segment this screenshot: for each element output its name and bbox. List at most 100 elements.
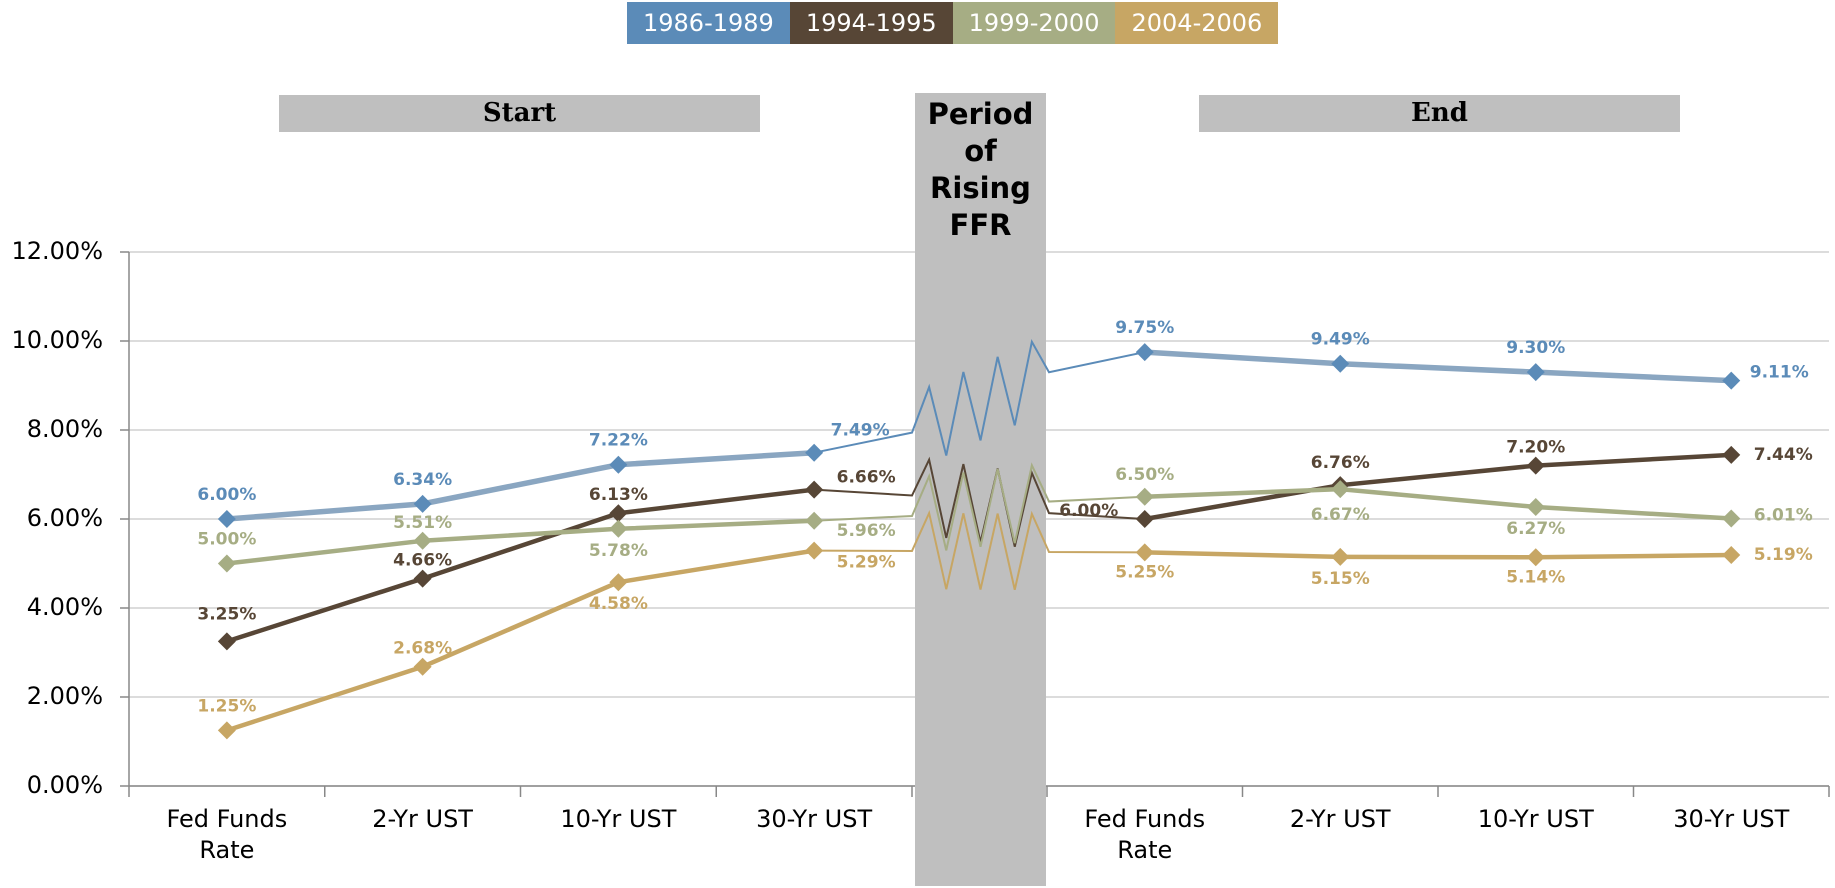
data-label: 9.49% [1311,330,1370,350]
y-tick-label: 4.00% [27,593,103,621]
data-label: 4.66% [393,551,452,571]
marker [1526,363,1545,382]
y-tick-label: 0.00% [27,771,103,799]
marker [1722,371,1741,390]
data-label: 6.00% [1059,501,1118,521]
marker [609,455,628,474]
marker [1135,510,1154,528]
data-label: 4.58% [589,594,648,614]
data-label: 7.22% [589,431,648,451]
data-label: 6.67% [1311,505,1370,525]
data-label: 6.13% [589,485,648,505]
marker [413,494,432,513]
marker [609,519,628,538]
series-line [226,487,815,644]
data-label: 6.34% [393,470,452,490]
rising-band [915,93,1046,886]
y-tick-label: 6.00% [27,504,103,532]
marker [413,569,432,588]
marker [1331,547,1350,566]
break-connector [814,462,1145,551]
data-label: 6.66% [837,468,896,488]
marker [1526,548,1545,567]
section-label: Start [279,95,760,132]
data-label: 6.00% [197,485,256,505]
data-label: 7.20% [1506,438,1565,458]
legend-entry: 1999-2000 [952,2,1116,44]
data-label: 6.27% [1506,519,1565,539]
x-tick-label: 30-Yr UST [756,805,873,833]
break-connector [813,338,1145,456]
marker [1526,456,1545,475]
band-label: Period of Rising FFR [927,97,1034,242]
series-line [1144,550,1732,560]
data-label: 5.96% [837,521,896,541]
marker [805,480,824,499]
legend-entry: 2004-2006 [1115,2,1279,44]
data-label: 7.44% [1754,445,1813,465]
series-line [226,518,815,566]
series-line [1144,452,1732,522]
legend: 1986-1989 1994-1995 1999-2000 2004-2006 [627,2,1279,44]
data-label: 9.11% [1750,363,1809,383]
marker [1331,480,1350,499]
series-line [1144,486,1732,521]
marker [805,511,824,530]
series-line [226,449,815,522]
legend-entry: 1986-1989 [627,2,790,44]
marker [1135,487,1154,506]
x-tick-label: 10-Yr UST [1477,805,1594,833]
y-tick-label: 8.00% [27,415,103,443]
data-label: 6.50% [1115,465,1174,485]
data-label: 5.29% [837,553,896,573]
y-tick-label: 10.00% [11,326,103,354]
data-label: 7.49% [831,421,890,441]
marker [217,632,236,651]
data-label: 9.30% [1506,338,1565,358]
data-label: 2.68% [393,639,452,659]
marker [805,541,824,560]
y-tick-label: 2.00% [27,682,103,710]
data-label: 5.14% [1506,567,1565,587]
data-label: 3.25% [197,604,256,624]
marker [1526,497,1545,516]
break-connector [814,509,1145,590]
marker [609,573,628,592]
data-label: 5.51% [393,513,452,533]
marker [217,721,236,740]
series-line [226,548,815,733]
marker [1722,445,1741,464]
marker [1135,343,1154,362]
x-tick-label: 10-Yr UST [560,805,677,833]
marker [609,504,628,523]
x-tick-label: 2-Yr UST [1289,805,1391,833]
data-label: 6.01% [1754,506,1813,526]
data-label: 5.78% [589,541,648,561]
data-label: 1.25% [197,696,256,716]
y-tick-label: 12.00% [11,237,103,265]
data-label: 9.75% [1115,318,1174,338]
marker [1331,354,1350,373]
marker [1135,543,1154,562]
marker [1722,546,1741,565]
marker [413,531,432,550]
marker [217,554,236,573]
data-label: 5.00% [197,530,256,550]
x-tick-label: 30-Yr UST [1673,805,1790,833]
marker [413,657,432,676]
section-label: End [1199,95,1680,132]
x-tick-label: 2-Yr UST [372,805,473,833]
marker [1722,509,1741,528]
series-line [1144,349,1732,384]
data-label: 5.15% [1311,569,1370,589]
data-label: 6.76% [1311,453,1370,473]
data-label: 5.19% [1754,545,1813,565]
x-tick-label: Fed Funds Rate [1084,805,1206,864]
data-label: 5.25% [1115,562,1174,582]
x-tick-label: Fed Funds Rate [166,805,288,864]
marker [217,510,236,528]
marker [805,443,824,462]
legend-entry: 1994-1995 [789,2,953,44]
